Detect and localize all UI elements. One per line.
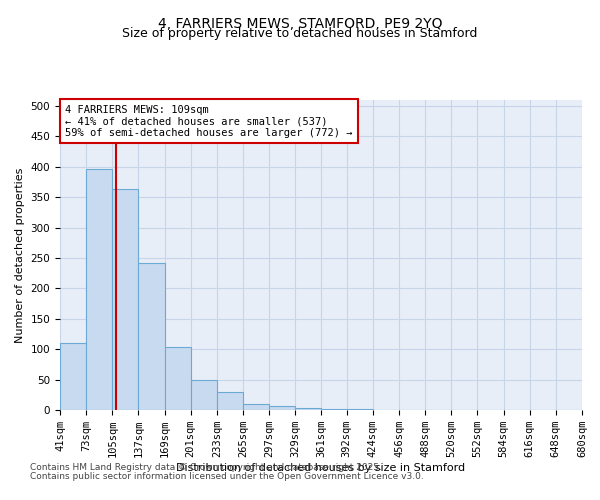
Bar bbox=[243, 404, 269, 410]
Bar bbox=[217, 392, 243, 410]
Bar bbox=[164, 347, 191, 410]
Bar bbox=[112, 190, 139, 410]
X-axis label: Distribution of detached houses by size in Stamford: Distribution of detached houses by size … bbox=[176, 463, 466, 473]
Text: Size of property relative to detached houses in Stamford: Size of property relative to detached ho… bbox=[122, 28, 478, 40]
Text: 4 FARRIERS MEWS: 109sqm
← 41% of detached houses are smaller (537)
59% of semi-d: 4 FARRIERS MEWS: 109sqm ← 41% of detache… bbox=[65, 104, 353, 138]
Bar bbox=[86, 168, 112, 410]
Bar bbox=[295, 408, 322, 410]
Bar bbox=[60, 343, 86, 410]
Bar bbox=[139, 263, 164, 410]
Y-axis label: Number of detached properties: Number of detached properties bbox=[15, 168, 25, 342]
Text: 4, FARRIERS MEWS, STAMFORD, PE9 2YQ: 4, FARRIERS MEWS, STAMFORD, PE9 2YQ bbox=[158, 18, 442, 32]
Bar bbox=[269, 406, 295, 410]
Text: Contains HM Land Registry data © Crown copyright and database right 2025.: Contains HM Land Registry data © Crown c… bbox=[30, 464, 382, 472]
Bar bbox=[191, 380, 217, 410]
Bar bbox=[322, 409, 347, 410]
Text: Contains public sector information licensed under the Open Government Licence v3: Contains public sector information licen… bbox=[30, 472, 424, 481]
